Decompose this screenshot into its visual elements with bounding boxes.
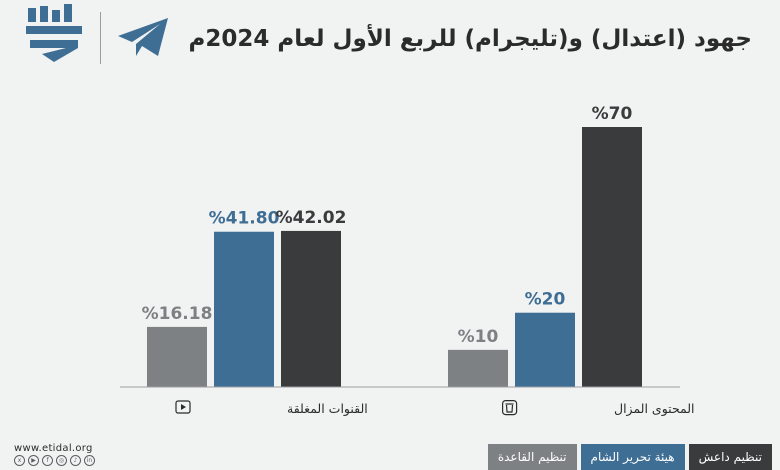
bar-isis-0 [281,230,341,387]
bar-isis-1 [582,127,642,387]
data-label-isis-1: %70 [592,104,633,124]
category-label: القنوات المغلقة [287,401,368,417]
bar-hts-1 [515,312,575,387]
category-label: المحتوى المزال [614,401,695,417]
tiktok-icon[interactable]: ♪ [70,455,81,466]
legend-item-isis: تنظيم داعش [688,444,772,470]
logo-divider [100,12,101,64]
data-label-qaeda-1: %10 [458,327,499,347]
youtube-icon[interactable]: ▶ [28,455,39,466]
play-icon [175,400,191,414]
chart-title: جهود (اعتدال) و(تليجرام) للربع الأول لعا… [188,26,752,52]
social-icons: x ▶ f ◎ ♪ in [14,455,95,466]
x-icon[interactable]: x [14,455,25,466]
trash-icon [502,400,518,416]
chart-legend: تنظيم داعش هيئة تحرير الشام تنظيم القاعد… [487,444,772,470]
instagram-icon[interactable]: ◎ [56,455,67,466]
bar-qaeda-0 [147,326,207,387]
website-url[interactable]: www.etidal.org [14,443,93,454]
telegram-icon [116,16,172,64]
data-label-hts-0: %41.80 [209,209,280,229]
facebook-icon[interactable]: f [42,455,53,466]
data-label-hts-1: %20 [525,290,566,310]
bar-hts-0 [214,231,274,387]
bar-qaeda-1 [448,349,508,387]
group-removed-content-label: المحتوى المزال [502,400,695,417]
legend-item-hts: هيئة تحرير الشام [580,444,685,470]
data-label-qaeda-0: %16.18 [142,304,213,324]
etidal-logo [22,0,88,70]
group-closed-channels-label: القنوات المغلقة [175,400,368,417]
linkedin-icon[interactable]: in [84,455,95,466]
data-label-isis-0: %42.02 [276,208,347,228]
legend-item-qaeda: تنظيم القاعدة [487,444,577,470]
